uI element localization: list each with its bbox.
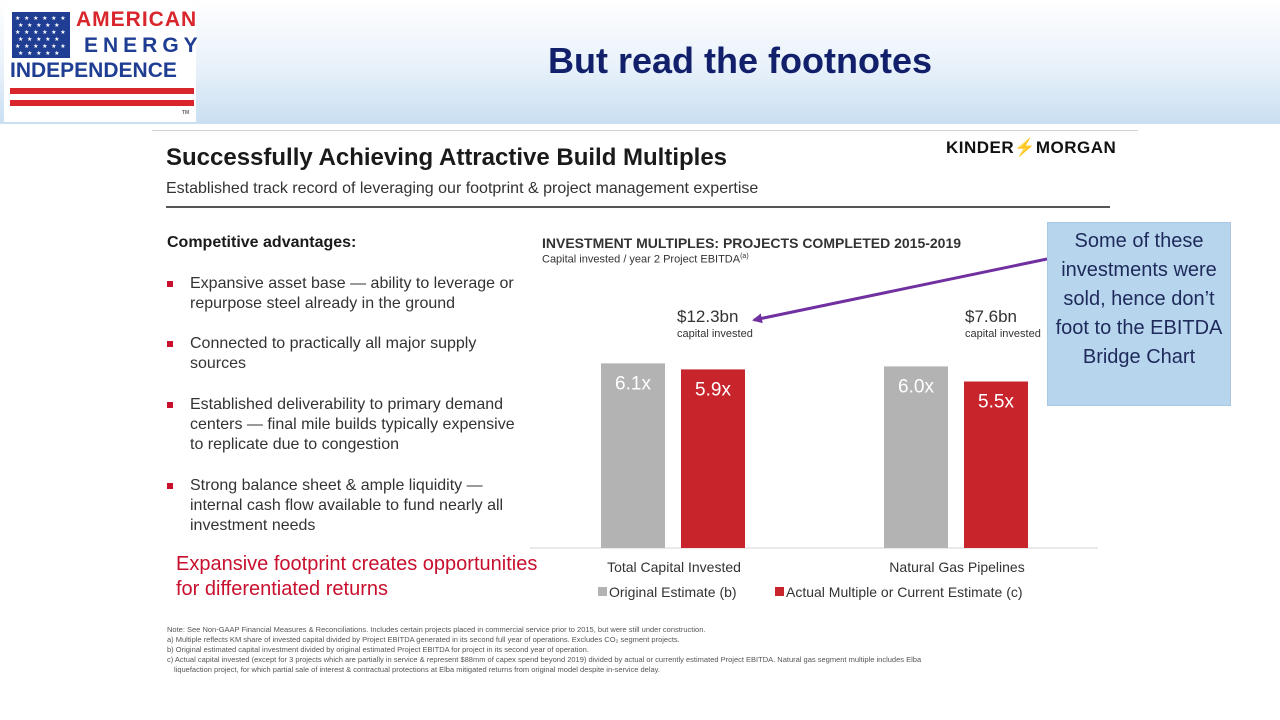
panel-subtitle: Established track record of leveraging o… <box>166 180 759 197</box>
brand-left: KINDER <box>946 138 1015 157</box>
advantage-text: Connected to practically all major suppl… <box>190 335 477 372</box>
category-label: Total Capital Invested <box>607 559 741 575</box>
footnote-c-continued: liquefaction project, for which partial … <box>174 665 660 674</box>
legend-label: Actual Multiple or Current Estimate (c) <box>786 584 1023 600</box>
panel-title: Successfully Achieving Attractive Build … <box>166 144 728 171</box>
lightning-bolt-icon: ⚡ <box>1014 138 1036 157</box>
bar-actual-multiple <box>681 369 745 548</box>
bar-actual-multiple <box>964 381 1028 548</box>
bar-original-estimate <box>601 363 665 548</box>
logo-trademark: TM <box>182 110 190 116</box>
advantages-heading: Competitive advantages: <box>167 234 357 251</box>
header-band <box>0 0 1280 124</box>
bar-value-label: 5.5x <box>978 392 1014 413</box>
logo-line-american: AMERICAN <box>76 8 198 31</box>
kinder-morgan-logo: KINDER⚡MORGAN <box>946 138 1116 158</box>
advantage-text: Strong balance sheet & ample liquidity —… <box>190 477 504 534</box>
capital-invested-caption: capital invested <box>965 328 1041 340</box>
footnote-b: b) Original estimated capital investment… <box>167 645 589 654</box>
bullet-square-icon <box>167 402 173 408</box>
flag-stars-icon: ★ ★ ★ ★ ★ ★ ★ ★ ★ ★ ★ ★ ★ ★ ★ ★ ★ ★ ★ ★ … <box>12 12 70 58</box>
logo-line-independence: INDEPENDENCE <box>10 59 177 82</box>
bar-value-label: 6.1x <box>615 373 651 394</box>
bar-original-estimate <box>884 366 948 548</box>
panel-divider <box>166 206 1110 208</box>
bullet-square-icon <box>167 483 173 489</box>
tagline: Expansive footprint creates opportunitie… <box>176 553 538 600</box>
bullet-square-icon <box>167 281 173 287</box>
brand-right: MORGAN <box>1035 138 1117 157</box>
slide-title: But read the footnotes <box>548 40 932 81</box>
capital-invested-amount: $12.3bn <box>677 307 738 326</box>
chart-subtitle: Capital invested / year 2 Project EBITDA… <box>542 253 749 266</box>
chart-subtitle-superscript: (a) <box>740 253 749 260</box>
category-label: Natural Gas Pipelines <box>889 559 1024 575</box>
capital-invested-caption: capital invested <box>677 328 753 340</box>
logo-line-energy: ENERGY <box>84 34 203 57</box>
bar-value-label: 6.0x <box>898 376 934 397</box>
footnote-c: c) Actual capital invested (except for 3… <box>167 655 922 664</box>
footnote-note: Note: See Non-GAAP Financial Measures & … <box>167 625 706 634</box>
callout-arrow <box>752 257 1048 324</box>
footnotes: Note: See Non-GAAP Financial Measures & … <box>167 625 1047 675</box>
callout-box: Some of these investments were sold, hen… <box>1047 222 1231 406</box>
chart-title: INVESTMENT MULTIPLES: PROJECTS COMPLETED… <box>542 235 962 251</box>
logo-stripe <box>10 100 194 106</box>
chart-subtitle-text: Capital invested / year 2 Project EBITDA <box>542 253 741 266</box>
advantage-text: Expansive asset base — ability to levera… <box>190 275 514 312</box>
capital-invested-amount: $7.6bn <box>965 307 1017 326</box>
logo-stripe <box>10 88 194 94</box>
bar-value-label: 5.9x <box>695 379 731 400</box>
american-energy-independence-logo: ★ ★ ★ ★ ★ ★ ★ ★ ★ ★ ★ ★ ★ ★ ★ ★ ★ ★ ★ ★ … <box>4 4 198 122</box>
bullet-square-icon <box>167 341 173 347</box>
legend-label: Original Estimate (b) <box>609 584 737 600</box>
legend-swatch <box>598 587 607 596</box>
footnote-a: a) Multiple reflects KM share of investe… <box>167 635 680 644</box>
advantage-text: Established deliverability to primary de… <box>190 396 515 453</box>
legend-swatch <box>775 587 784 596</box>
